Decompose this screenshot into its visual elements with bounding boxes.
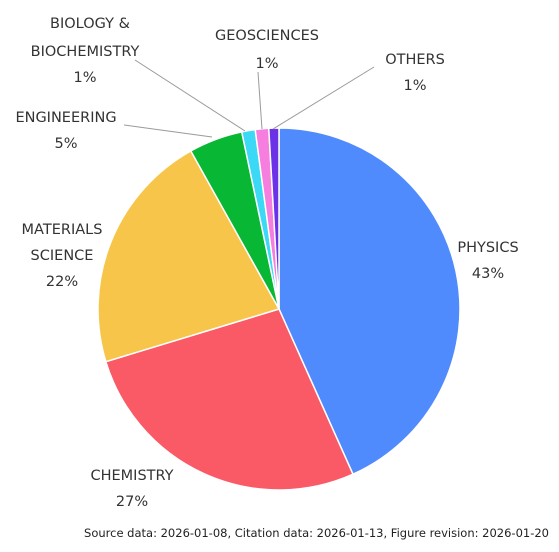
slice-label-engineering: ENGINEERING [15, 110, 116, 126]
slice-percent-others: 1% [403, 78, 426, 94]
slice-percent-materials-science: 22% [46, 274, 78, 290]
pie-slice-materials-science [97, 149, 281, 363]
leader-line-others [272, 66, 375, 130]
slice-label-biology-biochemistry-line-2: BIOCHEMISTRY [31, 44, 140, 60]
leader-line-geosciences [257, 71, 263, 130]
slice-label-materials-science-line-1: MATERIALS [22, 222, 103, 238]
leader-line-biology-biochemistry [134, 59, 246, 132]
slice-label-others: OTHERS [385, 52, 445, 68]
slice-label-chemistry: CHEMISTRY [90, 468, 173, 484]
slice-label-physics: PHYSICS [457, 240, 518, 256]
leader-line-engineering [123, 124, 213, 138]
footer-note: Source data: 2026-01-08, Citation data: … [84, 526, 549, 540]
pie-slice-chemistry [104, 308, 354, 491]
slice-label-biology-biochemistry-line-1: BIOLOGY & [50, 16, 130, 32]
slice-percent-geosciences: 1% [255, 56, 278, 72]
slice-percent-chemistry: 27% [116, 494, 148, 510]
slice-percent-biology-biochemistry: 1% [73, 70, 96, 86]
slice-label-materials-science-line-2: SCIENCE [31, 248, 94, 264]
slice-label-geosciences: GEOSCIENCES [215, 28, 319, 44]
slice-percent-engineering: 5% [54, 136, 77, 152]
slice-percent-physics: 43% [472, 266, 504, 282]
pie-slice-physics [278, 127, 461, 476]
